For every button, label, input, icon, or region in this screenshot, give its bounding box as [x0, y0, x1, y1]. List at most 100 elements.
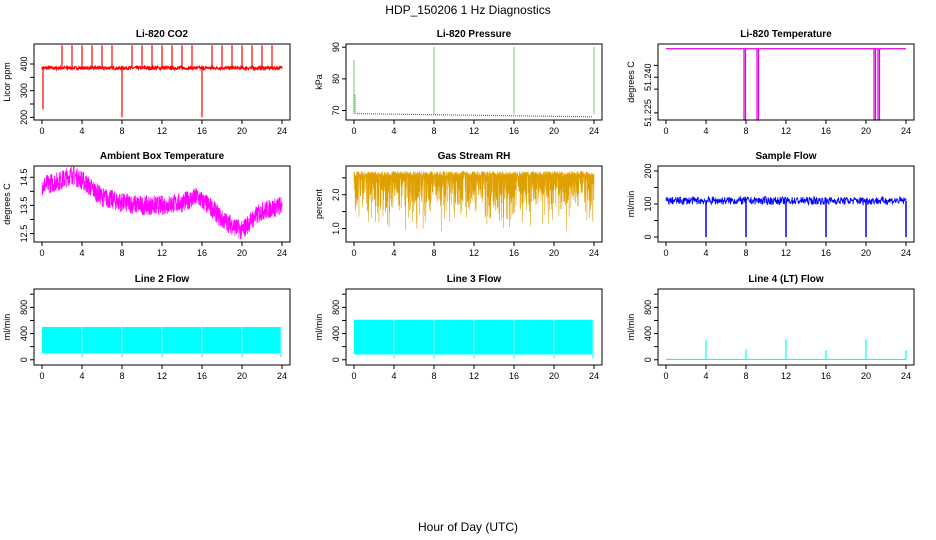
data-series — [354, 319, 594, 359]
panel-title: Gas Stream RH — [438, 151, 511, 162]
x-tick-label: 4 — [79, 248, 84, 258]
x-tick-label: 24 — [277, 371, 287, 381]
x-tick-label: 16 — [197, 126, 207, 136]
x-tick-label: 12 — [469, 248, 479, 258]
x-tick-label: 0 — [351, 126, 356, 136]
y-tick-label: 51.240 — [643, 63, 653, 91]
x-tick-label: 20 — [549, 371, 559, 381]
x-tick-label: 0 — [663, 126, 668, 136]
y-tick-label: 1.0 — [331, 222, 341, 235]
panel-title: Li-820 Temperature — [740, 29, 832, 40]
y-tick-label: 90 — [331, 42, 341, 52]
y-axis-label: degrees C — [626, 61, 636, 103]
figure-title: HDP_150206 1 Hz Diagnostics — [385, 3, 550, 17]
x-tick-label: 16 — [821, 371, 831, 381]
x-tick-label: 0 — [39, 126, 44, 136]
y-tick-label: 200 — [643, 163, 653, 178]
x-tick-label: 20 — [237, 371, 247, 381]
rh-series — [353, 170, 595, 232]
x-tick-label: 16 — [509, 126, 519, 136]
y-tick-label: 14.5 — [19, 168, 29, 186]
x-tick-label: 8 — [119, 126, 124, 136]
x-tick-label: 4 — [79, 371, 84, 381]
x-tick-label: 20 — [861, 371, 871, 381]
x-tick-label: 12 — [469, 371, 479, 381]
panel-3: Li-820 Temperature degrees C 0 4 8 12 16 20 24 51… — [626, 29, 915, 136]
temperature-dip — [756, 48, 760, 121]
plot-frame — [345, 43, 603, 121]
y-tick-label: 80 — [331, 74, 341, 84]
temperature-dip — [877, 48, 881, 121]
x-tick-label: 12 — [781, 371, 791, 381]
x-tick-label: 0 — [663, 248, 668, 258]
x-tick-label: 8 — [743, 248, 748, 258]
x-tick-label: 4 — [391, 248, 396, 258]
x-tick-label: 8 — [431, 126, 436, 136]
y-tick-label: 70 — [331, 105, 341, 115]
y-tick-label: 0 — [331, 357, 341, 362]
y-tick-label: 400 — [331, 326, 341, 341]
y-tick-label: 0 — [643, 357, 653, 362]
x-tick-label: 16 — [821, 126, 831, 136]
panel-4: Ambient Box Temperature degrees C 0 4 8 12 16 2… — [2, 151, 291, 258]
x-tick-label: 12 — [157, 248, 167, 258]
panel-title: Line 4 (LT) Flow — [748, 274, 824, 285]
x-tick-label: 20 — [237, 126, 247, 136]
panel-title: Ambient Box Temperature — [100, 151, 225, 162]
y-axis-label: Licor ppm — [2, 62, 12, 102]
x-tick-label: 0 — [351, 248, 356, 258]
x-tick-label: 24 — [901, 248, 911, 258]
y-tick-label: 800 — [331, 300, 341, 315]
panel-title: Sample Flow — [755, 151, 816, 162]
x-tick-label: 0 — [39, 248, 44, 258]
panel-8: Line 3 Flow ml/min 0 4 8 12 16 20 24 0 400 800 — [314, 274, 603, 381]
temperature-dip — [743, 48, 747, 121]
data-series — [41, 45, 283, 118]
panel-title: Li-820 Pressure — [437, 29, 512, 40]
pressure-line — [356, 113, 594, 118]
panel-1: Li-820 CO2 Licor ppm 0 4 8 12 16 20 24 200 300 400 — [2, 29, 291, 136]
y-tick-label: 800 — [19, 300, 29, 315]
y-axis-label: degrees C — [2, 183, 12, 225]
x-tick-label: 20 — [861, 248, 871, 258]
x-tick-label: 8 — [119, 371, 124, 381]
panel-6: Sample Flow ml/min 0 4 8 12 16 20 24 0 100 200 — [626, 151, 915, 258]
x-tick-label: 4 — [703, 248, 708, 258]
x-tick-label: 12 — [781, 126, 791, 136]
panel-9: Line 4 (LT) Flow ml/min 0 4 8 12 16 20 24 0 400 800 — [626, 274, 915, 381]
y-tick-label: 2.0 — [331, 188, 341, 201]
x-tick-label: 8 — [431, 248, 436, 258]
y-axis-label: ml/min — [314, 314, 324, 341]
ambient-temp-series — [41, 166, 283, 240]
x-tick-label: 8 — [743, 126, 748, 136]
y-axis-label: ml/min — [626, 191, 636, 218]
y-axis-label: ml/min — [2, 314, 12, 341]
data-series — [665, 195, 907, 238]
y-axis-label: ml/min — [626, 314, 636, 341]
x-tick-label: 16 — [509, 371, 519, 381]
x-tick-label: 12 — [157, 126, 167, 136]
data-series — [666, 48, 906, 121]
y-axis-label: kPa — [314, 74, 324, 90]
y-tick-label: 100 — [643, 196, 653, 211]
x-tick-label: 24 — [277, 248, 287, 258]
x-tick-label: 20 — [549, 126, 559, 136]
y-axis-label: percent — [314, 188, 324, 219]
x-tick-label: 24 — [589, 248, 599, 258]
y-tick-label: 13.5 — [19, 197, 29, 215]
x-tick-label: 16 — [509, 248, 519, 258]
data-series — [666, 339, 907, 361]
y-tick-label: 200 — [19, 110, 29, 125]
y-tick-label: 400 — [643, 326, 653, 341]
panel-5: Gas Stream RH percent 0 4 8 12 16 20 24 1.0 2.0 — [314, 151, 603, 258]
x-tick-label: 4 — [703, 371, 708, 381]
x-tick-label: 0 — [351, 371, 356, 381]
x-tick-label: 12 — [781, 248, 791, 258]
x-tick-label: 20 — [549, 248, 559, 258]
data-series — [42, 327, 282, 358]
x-tick-label: 4 — [703, 126, 708, 136]
panel-title: Li-820 CO2 — [136, 29, 189, 40]
x-tick-label: 4 — [391, 126, 396, 136]
y-tick-label: 300 — [19, 83, 29, 98]
